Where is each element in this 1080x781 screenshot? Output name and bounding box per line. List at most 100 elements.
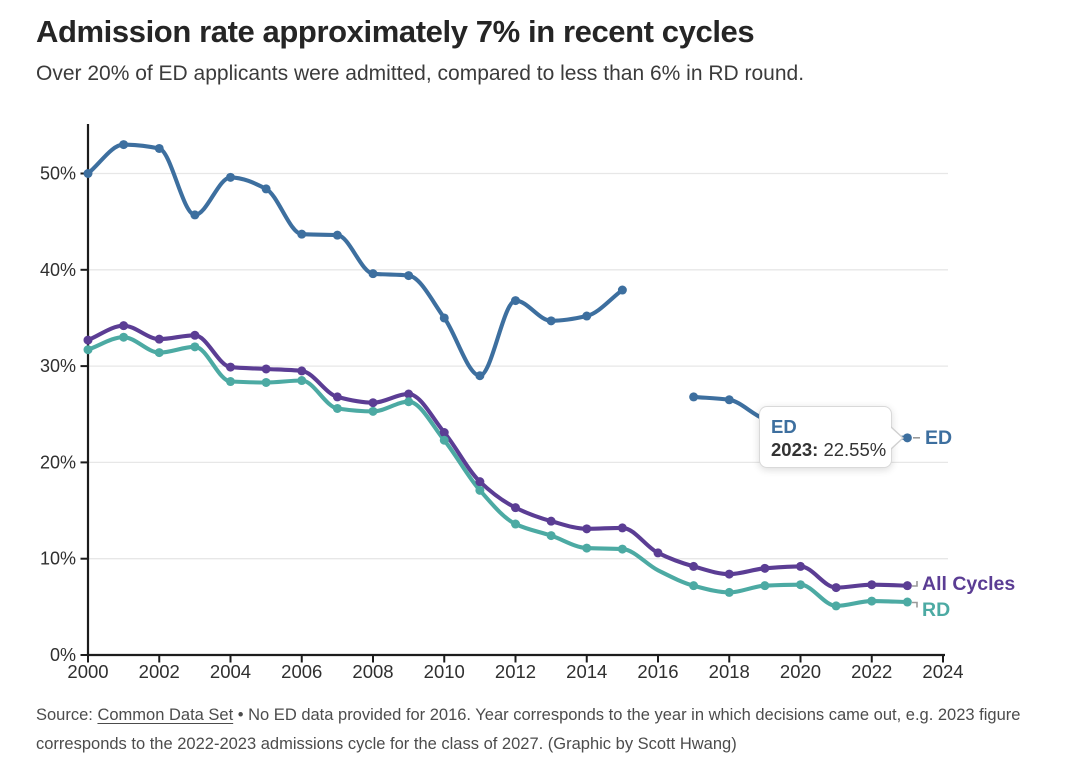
data-point[interactable] bbox=[760, 581, 770, 591]
x-tick-label: 2020 bbox=[780, 661, 821, 682]
data-point[interactable] bbox=[297, 376, 307, 386]
data-point[interactable] bbox=[154, 334, 164, 344]
y-tick-label: 30% bbox=[40, 356, 76, 376]
data-point[interactable] bbox=[83, 335, 93, 345]
data-point[interactable] bbox=[439, 313, 449, 323]
data-point[interactable] bbox=[796, 561, 805, 571]
label-leader-line bbox=[912, 601, 918, 608]
x-tick-label: 2018 bbox=[709, 661, 750, 682]
data-point[interactable] bbox=[475, 477, 485, 487]
tooltip-arrow-icon bbox=[890, 427, 902, 449]
data-point[interactable] bbox=[546, 516, 556, 526]
data-point[interactable] bbox=[368, 269, 378, 279]
x-tick-label: 2024 bbox=[922, 661, 963, 682]
data-point[interactable] bbox=[724, 569, 734, 579]
data-point[interactable] bbox=[511, 296, 520, 306]
data-point[interactable] bbox=[689, 581, 699, 591]
data-point[interactable] bbox=[867, 580, 877, 590]
data-point[interactable] bbox=[119, 321, 129, 331]
data-point[interactable] bbox=[582, 311, 592, 321]
data-point[interactable] bbox=[724, 587, 734, 597]
data-point[interactable] bbox=[617, 523, 627, 533]
x-tick-label: 2004 bbox=[210, 661, 251, 682]
data-point[interactable] bbox=[475, 485, 485, 495]
data-point[interactable] bbox=[404, 389, 414, 399]
data-point[interactable] bbox=[368, 406, 378, 416]
y-tick-label: 10% bbox=[40, 549, 76, 569]
data-point[interactable] bbox=[190, 330, 200, 340]
y-tick-label: 0% bbox=[50, 645, 76, 665]
data-point[interactable] bbox=[119, 332, 129, 342]
data-point[interactable] bbox=[119, 140, 129, 150]
data-point[interactable] bbox=[332, 403, 342, 413]
data-point[interactable] bbox=[724, 395, 734, 405]
data-point[interactable] bbox=[261, 377, 271, 387]
data-point[interactable] bbox=[867, 596, 877, 606]
data-point[interactable] bbox=[190, 210, 200, 220]
source-prefix: Source: bbox=[36, 706, 98, 724]
x-tick-label: 2022 bbox=[851, 661, 892, 682]
x-tick-label: 2012 bbox=[495, 661, 536, 682]
data-point[interactable] bbox=[511, 519, 520, 529]
x-tick-label: 2000 bbox=[67, 661, 108, 682]
data-point[interactable] bbox=[332, 230, 342, 240]
data-point[interactable] bbox=[404, 397, 414, 407]
data-point[interactable] bbox=[582, 543, 592, 553]
data-point[interactable] bbox=[83, 345, 93, 355]
ed-line bbox=[85, 142, 625, 378]
data-point[interactable] bbox=[902, 433, 912, 443]
source-link[interactable]: Common Data Set bbox=[97, 706, 234, 724]
series-end-label: All Cycles bbox=[922, 573, 1015, 595]
data-point[interactable] bbox=[190, 342, 200, 352]
data-point[interactable] bbox=[653, 548, 663, 558]
page-title: Admission rate approximately 7% in recen… bbox=[36, 14, 755, 49]
y-tick-label: 50% bbox=[40, 164, 76, 184]
x-tick-label: 2002 bbox=[139, 661, 180, 682]
data-point[interactable] bbox=[902, 581, 912, 591]
x-tick-label: 2014 bbox=[566, 661, 607, 682]
data-point[interactable] bbox=[154, 348, 164, 358]
data-point[interactable] bbox=[546, 531, 556, 541]
data-point[interactable] bbox=[831, 583, 841, 593]
data-point[interactable] bbox=[546, 316, 556, 326]
data-point[interactable] bbox=[796, 580, 805, 590]
data-point[interactable] bbox=[368, 398, 378, 408]
y-tick-label: 20% bbox=[40, 452, 76, 472]
label-leader-line bbox=[912, 581, 918, 587]
x-tick-label: 2006 bbox=[281, 661, 322, 682]
data-point[interactable] bbox=[226, 377, 235, 387]
data-point[interactable] bbox=[297, 229, 307, 239]
page-subtitle: Over 20% of ED applicants were admitted,… bbox=[36, 62, 805, 85]
x-tick-label: 2016 bbox=[637, 661, 678, 682]
y-tick-label: 40% bbox=[40, 260, 76, 280]
source-rest: • No ED data provided for 2016. Year cor… bbox=[36, 706, 1021, 753]
tooltip-value-row: 2023: 22.55% bbox=[771, 438, 886, 462]
x-tick-label: 2010 bbox=[424, 661, 465, 682]
data-point[interactable] bbox=[617, 544, 627, 554]
data-point[interactable] bbox=[760, 563, 770, 573]
data-point[interactable] bbox=[439, 435, 449, 445]
data-point[interactable] bbox=[689, 392, 699, 402]
data-point[interactable] bbox=[261, 184, 271, 194]
tooltip: ED 2023: 22.55% bbox=[759, 406, 904, 468]
tooltip-year: 2023: bbox=[771, 439, 819, 461]
data-point[interactable] bbox=[475, 371, 485, 381]
data-point[interactable] bbox=[404, 271, 414, 281]
data-point[interactable] bbox=[617, 285, 627, 295]
data-point[interactable] bbox=[226, 362, 235, 372]
data-point[interactable] bbox=[226, 172, 235, 182]
tooltip-value: 22.55% bbox=[823, 439, 887, 461]
data-point[interactable] bbox=[297, 366, 307, 376]
data-point[interactable] bbox=[332, 392, 342, 402]
data-point[interactable] bbox=[154, 143, 164, 153]
data-point[interactable] bbox=[439, 428, 449, 438]
data-point[interactable] bbox=[83, 169, 93, 178]
data-point[interactable] bbox=[689, 561, 699, 571]
data-point[interactable] bbox=[831, 601, 841, 611]
data-point[interactable] bbox=[582, 524, 592, 534]
data-point[interactable] bbox=[261, 364, 271, 374]
data-point[interactable] bbox=[511, 503, 520, 513]
data-point[interactable] bbox=[902, 597, 912, 607]
